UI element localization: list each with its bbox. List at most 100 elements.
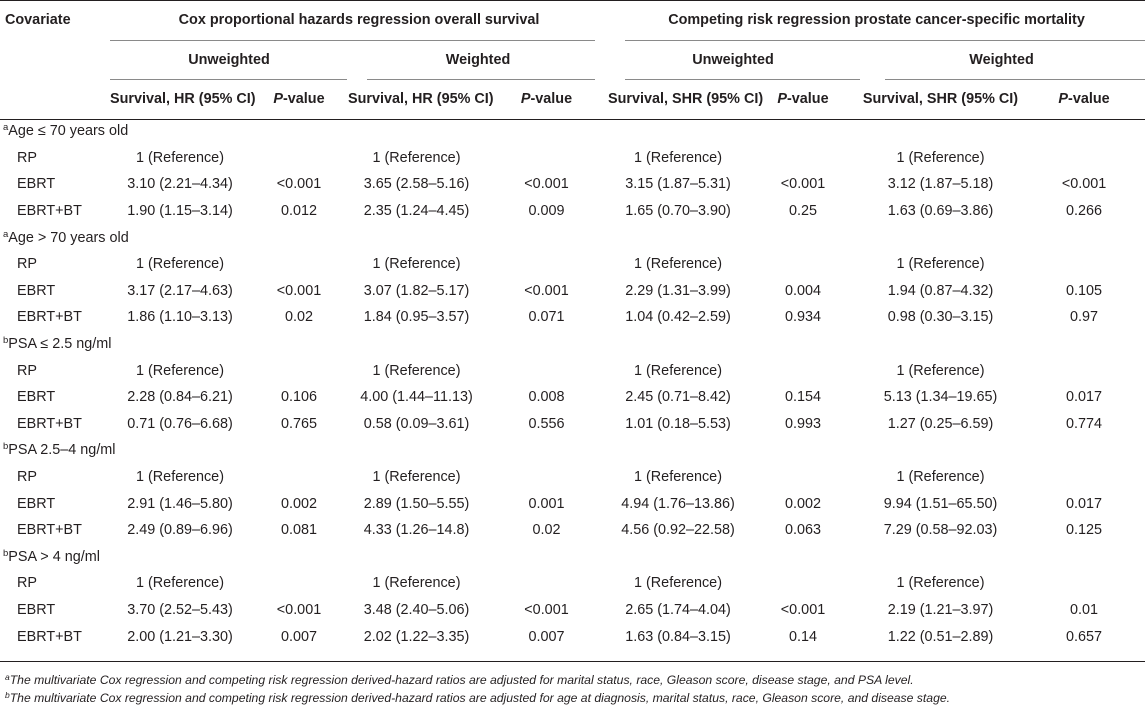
cr-weighted-shr-cell: 5.13 (1.34–19.65) [883, 389, 998, 406]
cox-weighted-p-cell: 0.02 [532, 522, 561, 539]
cr-weighted-shr-cell: 9.94 (1.51–65.50) [883, 495, 998, 512]
p-italic: P [1058, 91, 1069, 107]
group-marker: b [3, 335, 9, 347]
table-row: EBRT+BT 1.90 (1.15–3.14) 0.012 2.35 (1.24–4… [0, 198, 1145, 225]
cr-weighted-p-cell [1023, 357, 1145, 384]
cox-unweighted-hr-cell: 1 (Reference) [136, 575, 224, 592]
cox-weighted-rule [367, 79, 595, 80]
cox-group-header: Cox proportional hazards regression over… [178, 12, 540, 28]
cr-unweighted-p-cell: 0.063 [784, 522, 821, 539]
cox-unweighted-hr-cell: 0.71 (0.76–6.68) [127, 415, 233, 432]
cr-weighted-shr-cell: 1.27 (0.25–6.59) [887, 415, 994, 432]
top-rule [0, 0, 1145, 1]
footnote-marker: b [5, 690, 10, 700]
group-label-text: PSA > 4 ng/ml [8, 548, 100, 565]
cox-weighted-hr-cell: 1 (Reference) [372, 469, 461, 486]
cox-weighted-hr-cell: 2.89 (1.50–5.55) [363, 495, 470, 512]
cr-unweighted-shr-cell: 2.65 (1.74–4.04) [625, 601, 731, 618]
cox-weighted-hr-cell: 4.33 (1.26–14.8) [363, 522, 470, 539]
cox-unweighted-p-header: P-value [250, 80, 348, 118]
footnote-text: The multivariate Cox regression and comp… [9, 673, 914, 687]
cr-unweighted-shr-cell: 1.65 (0.70–3.90) [625, 203, 731, 220]
cr-weighted-header: Weighted [969, 52, 1034, 68]
footnote-text: The multivariate Cox regression and comp… [9, 691, 951, 705]
cr-unweighted-shr-cell: 4.56 (0.92–22.58) [621, 522, 735, 539]
table-row: EBRT 2.28 (0.84–6.21) 0.106 4.00 (1.44–11.1… [0, 384, 1145, 411]
treatment-label: RP [17, 256, 37, 273]
cox-unweighted-p-cell: 0.012 [280, 203, 317, 220]
cox-unweighted-p-cell [250, 357, 348, 384]
cox-weighted-hr-cell: 3.48 (2.40–5.06) [363, 601, 470, 618]
cr-unweighted-p-cell [748, 145, 858, 172]
group-marker: b [3, 441, 9, 453]
cr-weighted-shr-cell: 1.63 (0.69–3.86) [887, 203, 994, 220]
cox-weighted-hr-cell: 3.65 (2.58–5.16) [363, 176, 470, 193]
cr-unweighted-p-cell: 0.993 [784, 415, 821, 432]
table-row: EBRT+BT 2.00 (1.21–3.30) 0.007 2.02 (1.22–3… [0, 623, 1145, 650]
cr-weighted-p-cell: 0.125 [1066, 522, 1103, 539]
cr-weighted-shr-cell: 0.98 (0.30–3.15) [887, 309, 994, 326]
group-header-row: bPSA > 4 ng/ml [0, 544, 1145, 571]
table-row: RP 1 (Reference) 1 (Reference) 1 (Reference… [0, 357, 1145, 384]
cr-group-rule [625, 40, 1145, 41]
cr-weighted-p-cell: 0.01 [1070, 601, 1099, 618]
group-marker: a [3, 122, 9, 134]
p-italic: P [520, 91, 531, 107]
cr-weighted-shr-cell: 1 (Reference) [896, 256, 985, 273]
p-italic: P [273, 91, 283, 107]
treatment-label: EBRT+BT [17, 203, 82, 220]
cr-weighted-shr-cell: 1.22 (0.51–2.89) [887, 628, 994, 645]
cox-weighted-hr-cell: 0.58 (0.09–3.61) [363, 415, 470, 432]
treatment-label: RP [17, 149, 37, 166]
cr-unweighted-shr-cell: 2.45 (0.71–8.42) [625, 389, 731, 406]
table-row: RP 1 (Reference) 1 (Reference) 1 (Reference… [0, 570, 1145, 597]
header-row-2: Unweighted Weighted Unweighted Weighted [0, 40, 1145, 80]
cr-weighted-shr-cell: 3.12 (1.87–5.18) [887, 176, 994, 193]
cox-unweighted-hr-cell: 1.86 (1.10–3.13) [127, 309, 233, 326]
group-label: bPSA > 4 ng/ml [0, 544, 1145, 571]
cr-weighted-p-cell [1023, 251, 1145, 278]
header-row-1: Covariate Cox proportional hazards regre… [0, 0, 1145, 40]
group-header-row: bPSA ≤ 2.5 ng/ml [0, 331, 1145, 358]
cox-weighted-hr-cell: 1 (Reference) [372, 362, 461, 379]
treatment-label: EBRT [17, 282, 56, 299]
treatment-label: EBRT [17, 495, 56, 512]
cox-weighted-p-cell: 0.071 [528, 309, 565, 326]
group-marker: b [3, 547, 9, 559]
cox-weighted-p-cell: 0.001 [528, 495, 565, 512]
cox-unweighted-p-cell: 0.007 [280, 628, 317, 645]
cox-unweighted-hr-cell: 1 (Reference) [136, 149, 224, 166]
footnote-b: bThe multivariate Cox regression and com… [5, 689, 950, 707]
treatment-label: RP [17, 362, 37, 379]
cox-unweighted-hr-cell: 3.10 (2.21–4.34) [127, 176, 233, 193]
cox-weighted-p-cell [485, 251, 608, 278]
competing-risk-group-header: Competing risk regression prostate cance… [668, 12, 1085, 28]
cr-unweighted-p-cell: 0.934 [784, 309, 821, 326]
cox-unweighted-rule [110, 79, 347, 80]
cox-unweighted-p-cell: <0.001 [276, 176, 322, 193]
cr-unweighted-p-cell [748, 464, 858, 491]
cr-weighted-p-cell: 0.774 [1066, 415, 1103, 432]
header-bottom-rule [0, 119, 1145, 120]
cox-unweighted-hr-cell: 1.90 (1.15–3.14) [127, 203, 233, 220]
cox-unweighted-p-cell: 0.765 [280, 415, 317, 432]
cox-weighted-hr-cell: 1 (Reference) [372, 149, 461, 166]
cox-weighted-p-cell: 0.556 [528, 415, 565, 432]
group-label-text: PSA 2.5–4 ng/ml [8, 442, 116, 459]
cr-unweighted-header: Unweighted [692, 52, 774, 68]
cox-unweighted-p-cell: <0.001 [276, 601, 322, 618]
cr-weighted-shr-cell: 7.29 (0.58–92.03) [883, 522, 998, 539]
cox-unweighted-hr-cell: 1 (Reference) [136, 362, 224, 379]
cr-weighted-p-cell: 0.017 [1066, 495, 1103, 512]
treatment-label: EBRT [17, 389, 56, 406]
cox-weighted-p-cell: 0.007 [528, 628, 565, 645]
cr-weighted-p-cell [1023, 570, 1145, 597]
table-row: RP 1 (Reference) 1 (Reference) 1 (Reference… [0, 251, 1145, 278]
table-row: EBRT 3.17 (2.17–4.63) <0.001 3.07 (1.82–5.1… [0, 278, 1145, 305]
group-label-text: PSA ≤ 2.5 ng/ml [8, 336, 112, 353]
cox-weighted-p-cell [485, 145, 608, 172]
cr-unweighted-p-cell: <0.001 [780, 176, 826, 193]
cox-unweighted-p-cell [250, 570, 348, 597]
cox-weighted-hr-header: Survival, HR (95% CI) [348, 91, 494, 107]
